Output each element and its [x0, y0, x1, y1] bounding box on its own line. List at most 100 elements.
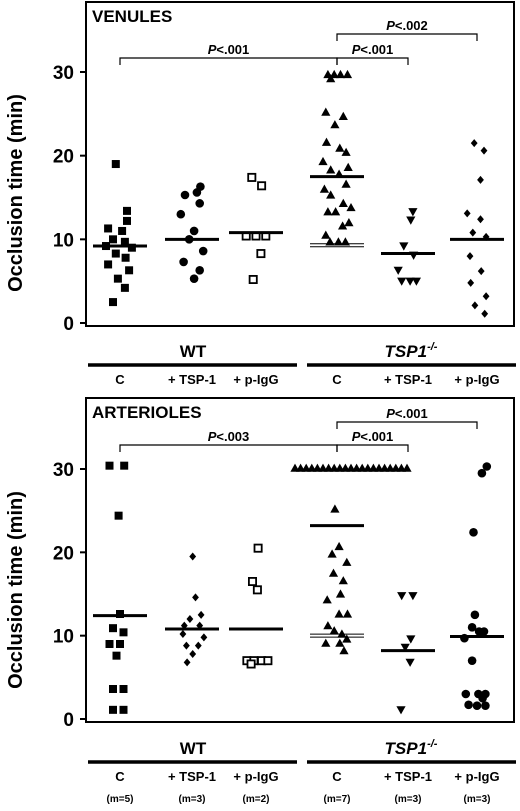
circle-marker [189, 274, 199, 283]
diamond-marker [183, 658, 191, 667]
diamond-marker [179, 630, 187, 638]
circle-marker [464, 700, 473, 710]
open-square-marker [246, 659, 256, 669]
significance-bracket [336, 444, 409, 452]
triangle-up-marker [329, 626, 339, 635]
triangle-up-marker [321, 107, 331, 116]
triangle-down-marker [393, 266, 403, 275]
diamond-marker [189, 650, 197, 658]
y-tick-label: 30 [53, 460, 74, 481]
plot-frame [85, 1, 515, 327]
plot-frame [85, 397, 515, 723]
triangle-up-marker [334, 541, 344, 551]
square-marker [105, 640, 114, 648]
triangle-down-marker [396, 706, 406, 715]
significance-bracket [119, 57, 338, 65]
y-axis-label: Occlusion time (min) [5, 491, 27, 689]
triangle-up-marker [321, 230, 331, 239]
y-tick-label: 0 [63, 710, 74, 731]
category-label: + p-IgG [233, 769, 278, 784]
square-marker [113, 274, 122, 283]
y-tick-label: 20 [53, 147, 74, 168]
triangle-up-marker [330, 120, 340, 129]
circle-marker [180, 190, 190, 200]
circle-marker [482, 462, 492, 471]
triangle-up-marker [342, 69, 353, 79]
triangle-up-marker [338, 111, 348, 120]
square-marker [105, 461, 114, 470]
tsp-group-name: TSP1 [385, 342, 428, 361]
category-label: C [332, 372, 342, 387]
diamond-marker [200, 633, 208, 642]
open-square-marker [248, 274, 258, 284]
significance-brackets: P<.001 P<.001 P<.002 [119, 18, 478, 65]
triangle-up-marker [326, 74, 336, 83]
tsp-group-label: TSP1-/- [385, 341, 438, 361]
circle-marker [461, 689, 471, 699]
diamond-marker [186, 615, 194, 623]
median-lines [93, 524, 504, 653]
triangle-down-marker [400, 643, 410, 652]
category-label: C [115, 769, 125, 784]
p-value-label: P<.001 [352, 42, 394, 57]
square-marker [116, 610, 124, 618]
triangle-up-marker [337, 629, 347, 638]
significance-bracket [119, 444, 338, 452]
triangle-up-marker [318, 156, 328, 166]
significance-brackets: P<.003 P<.001 P<.001 [119, 406, 478, 452]
open-square-marker [247, 577, 257, 587]
significance-bracket [336, 57, 409, 65]
category-label: C [115, 372, 125, 387]
triangle-down-marker [411, 277, 421, 286]
triangle-up-marker [321, 638, 331, 647]
square-marker [109, 624, 117, 633]
triangle-up-marker [323, 207, 333, 216]
triangle-up-marker [327, 549, 337, 558]
triangle-up-marker [321, 137, 332, 146]
circle-marker [192, 188, 202, 197]
triangle-up-marker [323, 621, 333, 630]
triangle-down-marker [406, 635, 416, 644]
triangle-down-marker [405, 658, 415, 667]
triangle-up-marker [322, 595, 332, 604]
y-tick-label: 10 [53, 230, 74, 251]
triangle-down-marker [397, 277, 407, 286]
diamond-marker [189, 552, 197, 561]
triangle-up-marker [335, 143, 345, 152]
tsp-group-label: TSP1-/- [385, 738, 438, 758]
category-label: + TSP-1 [384, 372, 432, 387]
circle-marker [176, 209, 186, 219]
category-count-label: (m=3) [464, 794, 491, 805]
square-marker [123, 206, 131, 215]
y-tick-label: 10 [53, 627, 74, 648]
circle-marker [467, 656, 477, 665]
triangle-up-marker [328, 568, 339, 577]
square-marker [104, 224, 113, 233]
panel-title: ARTERIOLES [92, 403, 202, 422]
median-lines [93, 175, 504, 256]
square-marker [123, 216, 131, 225]
diamond-marker [469, 228, 477, 237]
circle-marker [195, 265, 204, 275]
square-marker [109, 685, 117, 693]
triangle-up-marker [326, 165, 336, 174]
y-axis: 0 10 20 30 [53, 63, 87, 335]
tsp-group-superscript: -/- [427, 738, 438, 750]
square-marker [119, 705, 128, 714]
category-labels: C + TSP-1 + p-IgG C + TSP-1 + p-IgG [115, 372, 499, 387]
square-marker [120, 237, 129, 246]
y-tick-label: 30 [53, 63, 74, 84]
square-marker [119, 685, 128, 693]
square-marker [111, 249, 120, 258]
circle-marker [189, 226, 199, 236]
p-value-label: P<.001 [352, 429, 394, 444]
category-label: + p-IgG [454, 372, 499, 387]
diamond-marker [482, 292, 490, 301]
square-marker [111, 160, 120, 169]
data-points [102, 69, 490, 318]
square-marker [112, 651, 121, 660]
diamond-marker [192, 593, 199, 602]
circle-marker [198, 246, 208, 256]
triangle-up-marker [331, 207, 341, 216]
triangle-down-marker [405, 277, 415, 286]
